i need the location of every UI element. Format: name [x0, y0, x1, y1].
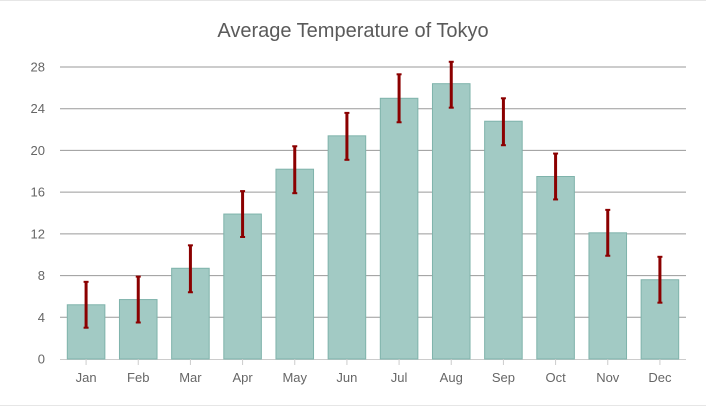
bar [536, 176, 575, 360]
x-tick-label: Jan [76, 370, 97, 385]
x-tick-label: Jul [391, 370, 408, 385]
bar [379, 97, 419, 360]
x-tick-label: Dec [648, 370, 672, 385]
y-tick-label: 4 [38, 310, 45, 325]
bar [431, 83, 471, 360]
y-tick-label: 24 [31, 101, 45, 116]
x-tick-label: Apr [232, 370, 253, 385]
x-tick-label: Nov [596, 370, 620, 385]
x-tick-label: Jun [336, 370, 357, 385]
y-tick-label: 12 [31, 226, 45, 241]
x-tick-label: Feb [127, 370, 149, 385]
x-tick-label: May [282, 370, 307, 385]
x-tick-label: Aug [440, 370, 463, 385]
y-tick-label: 16 [31, 185, 45, 200]
x-tick-label: Sep [492, 370, 515, 385]
bar [327, 135, 367, 360]
y-tick-label: 8 [38, 268, 45, 283]
chart-title: Average Temperature of Tokyo [217, 20, 489, 42]
bar [275, 168, 315, 360]
y-tick-label: 0 [38, 352, 45, 367]
x-tick-label: Mar [179, 370, 202, 385]
y-tick-label: 20 [31, 143, 45, 158]
bar [484, 120, 523, 360]
y-tick-label: 28 [31, 60, 45, 75]
x-tick-label: Oct [545, 370, 566, 385]
